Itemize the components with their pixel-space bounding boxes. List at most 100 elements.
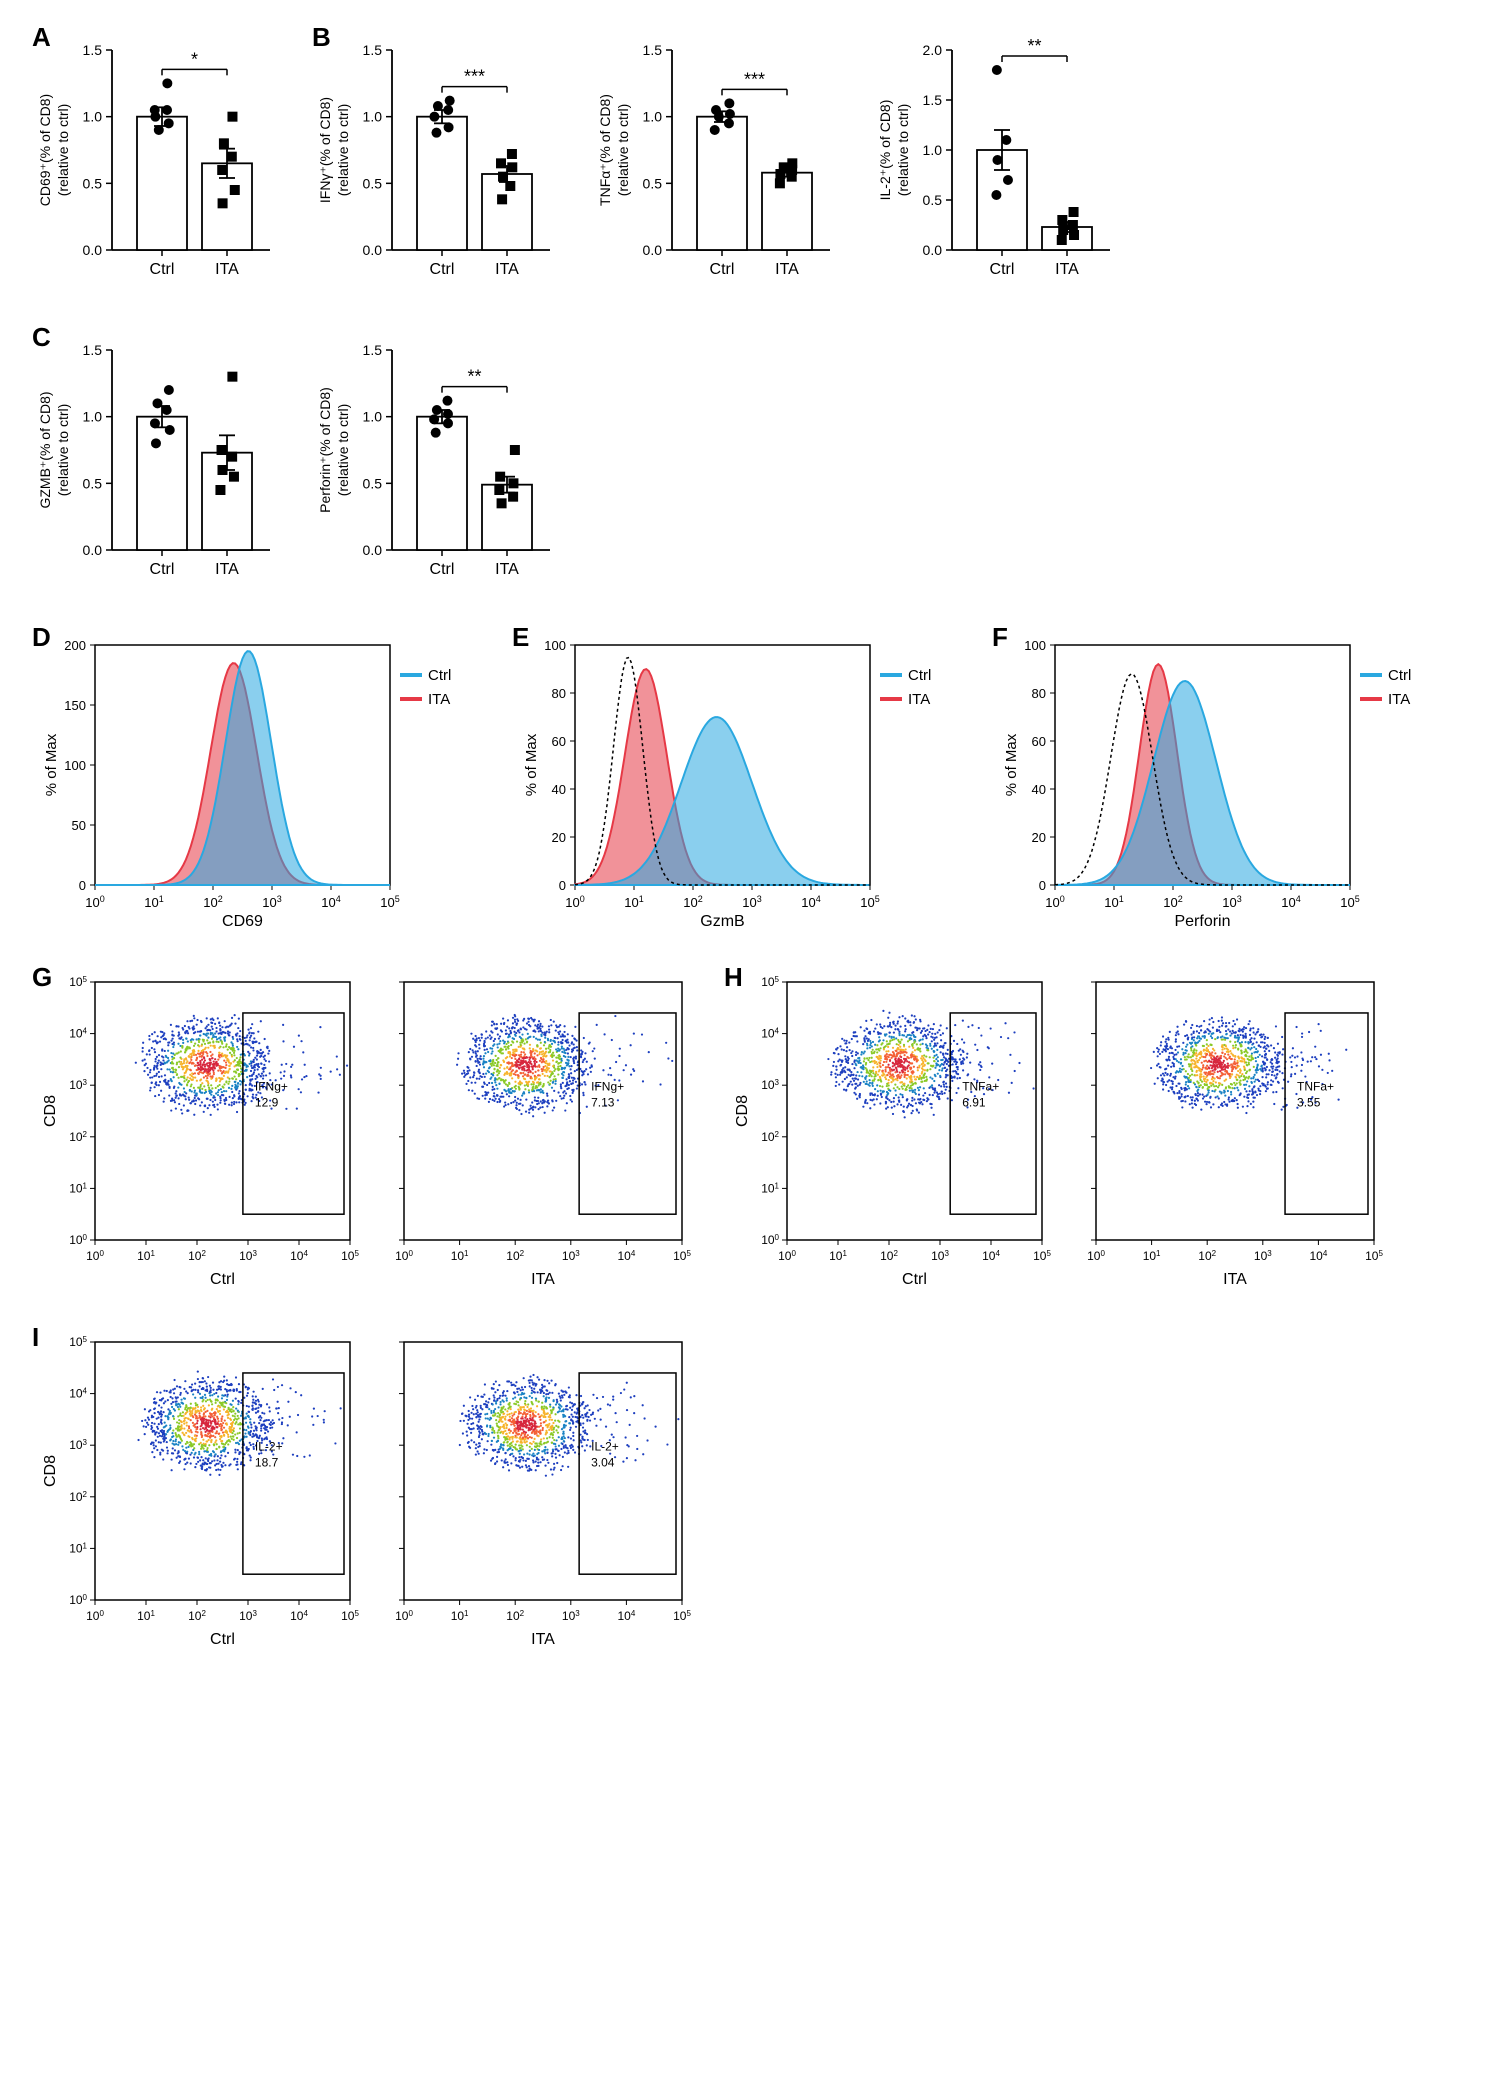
svg-text:200: 200 <box>64 638 86 653</box>
panel-b: B 0.00.51.01.5IFNγ⁺(% of CD8)(relative t… <box>320 30 1120 290</box>
svg-text:TNFα⁺(% of CD8): TNFα⁺(% of CD8) <box>600 94 613 206</box>
svg-text:1.5: 1.5 <box>83 42 103 58</box>
svg-text:0.0: 0.0 <box>83 242 103 258</box>
svg-text:104: 104 <box>290 1609 308 1624</box>
svg-text:Ctrl: Ctrl <box>210 1271 235 1288</box>
histogram-perforin: 020406080100% of Max100101102103104105Pe… <box>1000 630 1440 930</box>
svg-text:(relative to ctrl): (relative to ctrl) <box>615 104 631 197</box>
svg-text:100: 100 <box>565 894 584 910</box>
svg-text:IFNγ⁺(% of CD8): IFNγ⁺(% of CD8) <box>320 97 333 203</box>
svg-text:1.0: 1.0 <box>363 109 383 125</box>
svg-text:100: 100 <box>1024 638 1046 653</box>
svg-text:104: 104 <box>290 1249 308 1264</box>
svg-text:Ctrl: Ctrl <box>430 561 455 578</box>
panel-label-a: A <box>32 22 51 53</box>
svg-text:1.0: 1.0 <box>643 109 663 125</box>
svg-text:104: 104 <box>69 1026 87 1041</box>
svg-text:2.0: 2.0 <box>923 42 943 58</box>
svg-text:80: 80 <box>552 686 566 701</box>
svg-text:103: 103 <box>562 1249 580 1264</box>
barplot-gzmb: 0.00.51.01.5GZMB⁺(% of CD8)(relative to … <box>40 330 280 590</box>
svg-text:100: 100 <box>1087 1249 1105 1264</box>
svg-text:ITA: ITA <box>495 261 519 278</box>
svg-text:101: 101 <box>69 1541 87 1556</box>
svg-text:0: 0 <box>1039 878 1046 893</box>
svg-text:102: 102 <box>188 1249 206 1264</box>
svg-text:**: ** <box>467 367 481 387</box>
svg-text:0.5: 0.5 <box>363 475 383 491</box>
svg-text:CD8: CD8 <box>42 1095 59 1127</box>
svg-text:% of Max: % of Max <box>523 733 540 796</box>
svg-text:Ctrl: Ctrl <box>710 261 735 278</box>
histogram-cd69: 050100150200% of Max100101102103104105CD… <box>40 630 480 930</box>
svg-text:40: 40 <box>1032 782 1046 797</box>
svg-text:ITA: ITA <box>1388 691 1410 708</box>
svg-text:100: 100 <box>395 1249 413 1264</box>
svg-text:20: 20 <box>552 830 566 845</box>
svg-text:Ctrl: Ctrl <box>902 1271 927 1288</box>
svg-text:TNFa+: TNFa+ <box>962 1079 999 1093</box>
svg-text:IL-2⁺(% of CD8): IL-2⁺(% of CD8) <box>880 100 893 201</box>
svg-text:GZMB⁺(% of CD8): GZMB⁺(% of CD8) <box>40 391 53 508</box>
panel-label-f: F <box>992 622 1008 653</box>
svg-text:103: 103 <box>742 894 761 910</box>
svg-text:102: 102 <box>188 1609 206 1624</box>
svg-text:80: 80 <box>1032 686 1046 701</box>
barplot-il2: 0.00.51.01.52.0IL-2⁺(% of CD8)(relative … <box>880 30 1120 290</box>
svg-text:ITA: ITA <box>215 561 239 578</box>
svg-text:***: *** <box>744 69 765 89</box>
svg-text:100: 100 <box>69 1593 87 1608</box>
svg-text:100: 100 <box>86 1249 104 1264</box>
svg-text:ITA: ITA <box>1055 261 1079 278</box>
svg-text:0: 0 <box>559 878 566 893</box>
svg-text:% of Max: % of Max <box>1003 733 1020 796</box>
svg-text:101: 101 <box>829 1249 847 1264</box>
svg-text:0.0: 0.0 <box>643 242 663 258</box>
svg-text:(relative to ctrl): (relative to ctrl) <box>55 404 71 497</box>
barplot-ifng: 0.00.51.01.5IFNγ⁺(% of CD8)(relative to … <box>320 30 560 290</box>
svg-text:Ctrl: Ctrl <box>1388 667 1411 684</box>
panel-label-h: H <box>724 962 743 993</box>
flowplot-g-ctrl: 100100101101102102103103104104105105CD8C… <box>40 970 360 1290</box>
panel-c: C 0.00.51.01.5GZMB⁺(% of CD8)(relative t… <box>40 330 560 590</box>
svg-text:(relative to ctrl): (relative to ctrl) <box>895 104 911 197</box>
svg-text:101: 101 <box>624 894 643 910</box>
svg-text:100: 100 <box>761 1233 779 1248</box>
svg-text:103: 103 <box>239 1609 257 1624</box>
svg-text:20: 20 <box>1032 830 1046 845</box>
svg-text:Ctrl: Ctrl <box>150 261 175 278</box>
svg-text:101: 101 <box>451 1249 469 1264</box>
svg-text:0.5: 0.5 <box>643 175 663 191</box>
svg-text:0.5: 0.5 <box>83 475 103 491</box>
panel-label-g: G <box>32 962 52 993</box>
svg-text:Ctrl: Ctrl <box>428 667 451 684</box>
svg-text:1.5: 1.5 <box>643 42 663 58</box>
flowplot-g-ita: 100101102103104105ITAIFNg+7.13 <box>372 970 692 1290</box>
svg-text:103: 103 <box>239 1249 257 1264</box>
svg-text:105: 105 <box>860 894 879 910</box>
svg-text:100: 100 <box>86 1609 104 1624</box>
svg-text:3.55: 3.55 <box>1297 1095 1321 1109</box>
svg-text:105: 105 <box>673 1249 691 1264</box>
svg-text:1.5: 1.5 <box>923 92 943 108</box>
panel-label-d: D <box>32 622 51 653</box>
svg-text:ITA: ITA <box>428 691 450 708</box>
flowplot-h-ita: 100101102103104105ITATNFa+3.55 <box>1064 970 1384 1290</box>
svg-text:100: 100 <box>1045 894 1064 910</box>
svg-text:Ctrl: Ctrl <box>430 261 455 278</box>
svg-text:Ctrl: Ctrl <box>150 561 175 578</box>
svg-text:ITA: ITA <box>908 691 930 708</box>
svg-text:103: 103 <box>69 1078 87 1093</box>
svg-text:12.9: 12.9 <box>255 1095 279 1109</box>
svg-text:ITA: ITA <box>215 261 239 278</box>
svg-text:GzmB: GzmB <box>700 913 744 930</box>
barplot-tnfa: 0.0 0.5 1.0 1.5 TNFα⁺(% of CD8)(relative to … <box>600 30 840 290</box>
panel-label-e: E <box>512 622 529 653</box>
svg-text:ITA: ITA <box>495 561 519 578</box>
svg-text:CD69⁺(% of CD8): CD69⁺(% of CD8) <box>40 94 53 206</box>
flowplot-h-ctrl: 100100101101102102103103104104105105CD8C… <box>732 970 1052 1290</box>
svg-text:1.5: 1.5 <box>363 342 383 358</box>
svg-text:105: 105 <box>69 975 87 990</box>
panel-label-c: C <box>32 322 51 353</box>
svg-text:102: 102 <box>1163 894 1182 910</box>
